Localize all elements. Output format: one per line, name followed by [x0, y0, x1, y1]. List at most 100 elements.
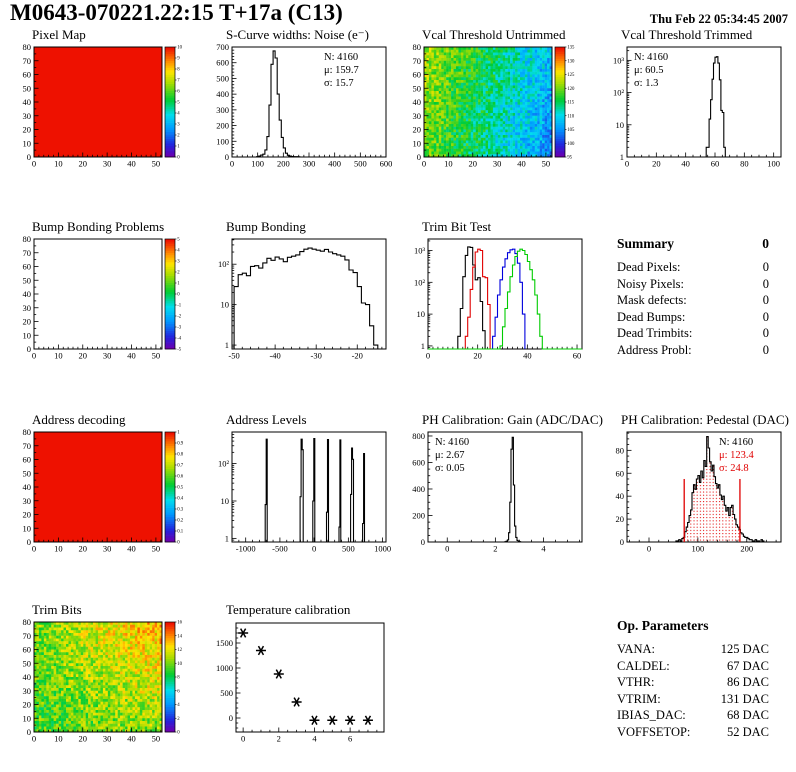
svg-text:60: 60 [616, 468, 625, 478]
svg-text:60: 60 [23, 70, 32, 80]
svg-text:40: 40 [517, 159, 526, 169]
svg-text:20: 20 [79, 544, 88, 554]
svg-text:70: 70 [23, 248, 32, 258]
summary-label: Mask defects: [617, 293, 687, 307]
svg-text:10: 10 [23, 523, 32, 533]
ph-gain-canvas: 0 2 4 0 200 400 600 800 N: 4160 μ: 2.67 σ: 0.05 [412, 431, 583, 554]
svg-text:60: 60 [711, 159, 720, 169]
svg-text:20: 20 [23, 510, 32, 520]
svg-text:60: 60 [413, 70, 422, 80]
op-value: 67 DAC [726, 658, 769, 673]
summary-value: 0 [762, 293, 769, 307]
plot-title-vcal-trimmed: Vcal Threshold Trimmed [621, 27, 753, 42]
svg-text:0: 0 [426, 351, 430, 361]
svg-text:0: 0 [27, 537, 31, 547]
svg-text:80: 80 [616, 445, 625, 455]
plot-title-vcal-untrimmed: Vcal Threshold Untrimmed [422, 27, 566, 42]
svg-text:0: 0 [177, 156, 180, 161]
svg-text:0.8: 0.8 [177, 453, 184, 458]
svg-text:-5: -5 [177, 348, 182, 353]
address-decoding-canvas: 0 10 20 30 40 50 0 10 20 30 40 50 60 70 80 0 0.1 0.2 0.3 0.… [23, 427, 184, 554]
svg-text:80: 80 [23, 427, 32, 437]
page-title: M0643-070221.22:15 T+17a (C13) [10, 0, 343, 25]
svg-text:80: 80 [740, 159, 749, 169]
svg-text:2: 2 [493, 544, 497, 554]
svg-text:40: 40 [23, 97, 32, 107]
summary-label: Address Probl: [617, 342, 692, 357]
svg-text:1: 1 [421, 341, 425, 351]
svg-text:40: 40 [127, 351, 136, 361]
op-row-ibias-dac: IBIAS_DAC: 68 DAC [617, 707, 769, 724]
svg-text:40: 40 [616, 491, 625, 501]
svg-text:30: 30 [23, 111, 32, 121]
report-timestamp: Thu Feb 22 05:34:45 2007 [649, 12, 788, 26]
svg-text:0: 0 [27, 152, 31, 162]
op-row-caldel: CALDEL: 67 DAC [617, 658, 769, 675]
svg-text:20: 20 [23, 125, 32, 135]
svg-text:μ: 2.67: μ: 2.67 [435, 450, 465, 461]
svg-text:1: 1 [177, 145, 180, 150]
svg-text:-20: -20 [352, 351, 363, 361]
svg-text:30: 30 [23, 303, 32, 313]
svg-text:σ: 24.8: σ: 24.8 [719, 463, 749, 474]
svg-text:200: 200 [277, 159, 290, 169]
svg-text:60: 60 [573, 351, 582, 361]
svg-text:105: 105 [567, 128, 575, 133]
svg-text:20: 20 [652, 159, 661, 169]
svg-text:σ: 1.3: σ: 1.3 [634, 78, 658, 89]
svg-text:300: 300 [216, 105, 229, 115]
svg-text:-30: -30 [311, 351, 322, 361]
svg-text:N: 4160: N: 4160 [435, 437, 469, 448]
summary-total: 0 [762, 236, 769, 251]
summary-label: Dead Trimbits: [617, 326, 693, 340]
svg-text:10: 10 [177, 46, 182, 51]
op-label: VTHR: [617, 675, 655, 689]
summary-row-dead-trimbits: Dead Trimbits: 0 [617, 325, 769, 342]
svg-text:μ: 60.5: μ: 60.5 [634, 65, 664, 76]
svg-text:200: 200 [412, 510, 425, 520]
svg-text:30: 30 [103, 544, 112, 554]
svg-text:10: 10 [23, 330, 32, 340]
svg-text:50: 50 [152, 351, 161, 361]
svg-text:95: 95 [567, 156, 572, 161]
op-value: 86 DAC [726, 675, 769, 689]
svg-text:30: 30 [493, 159, 502, 169]
plot-address-levels: Address Levels -1000 -500 0 500 1000 1 10 10² [202, 413, 394, 565]
plot-title-address-decoding: Address decoding [32, 412, 126, 427]
op-value: 131 DAC [720, 691, 769, 706]
svg-text:-1: -1 [177, 304, 182, 309]
svg-text:0: 0 [620, 537, 624, 547]
summary-value: 0 [762, 342, 769, 357]
svg-text:0: 0 [177, 293, 180, 298]
svg-text:300: 300 [303, 159, 316, 169]
svg-text:3: 3 [177, 123, 180, 128]
svg-text:10: 10 [413, 138, 422, 148]
svg-text:10: 10 [54, 351, 63, 361]
plot-title-pixel-map: Pixel Map [32, 27, 86, 42]
op-label: VOFFSETOP: [617, 724, 691, 739]
svg-text:50: 50 [23, 275, 32, 285]
svg-text:20: 20 [79, 351, 88, 361]
plot-ph-pedestal: PH Calibration: Pedestal (DAC) 0 100 200 0 2… [597, 413, 789, 565]
summary-title: Summary [617, 236, 674, 251]
svg-text:10²: 10² [414, 277, 426, 287]
scurve-noise-canvas: 0 100 200 300 400 500 600 0 100 200 300 400 500 600 70… [216, 42, 392, 169]
svg-text:70: 70 [23, 441, 32, 451]
pixel-map-canvas: 0 10 20 30 40 50 0 10 20 30 40 50 60 70 80 0 1 2 3 4 5 6 7 8 9 10 [23, 42, 183, 169]
svg-text:0.9: 0.9 [177, 442, 184, 447]
svg-text:30: 30 [103, 159, 112, 169]
svg-text:μ: 123.4: μ: 123.4 [719, 450, 755, 461]
svg-text:μ: 159.7: μ: 159.7 [324, 65, 359, 76]
svg-text:10: 10 [23, 138, 32, 148]
svg-text:10²: 10² [613, 88, 625, 98]
svg-text:40: 40 [23, 482, 32, 492]
plot-title-ph-gain: PH Calibration: Gain (ADC/DAC) [422, 412, 603, 427]
ph-pedestal-canvas: 0 100 200 0 20 40 60 80 N: 4160 μ: 123.4 σ: 24.8 [616, 431, 782, 554]
svg-text:-1000: -1000 [236, 544, 256, 554]
svg-text:1: 1 [177, 282, 180, 287]
bump-problems-canvas: 0 10 20 30 40 50 0 10 20 30 40 50 60 70 80 -5 -4 -3 -2 -1 0 1… [23, 234, 182, 361]
plot-address-decoding: Address decoding 0 10 20 30 40 50 0 10 20 30 40 50 6… [8, 413, 200, 565]
plot-trim-bit-test: Trim Bit Test 0 20 40 60 1 10 10² 10³ [398, 220, 590, 372]
svg-text:0: 0 [417, 152, 421, 162]
svg-text:0.4: 0.4 [177, 497, 184, 502]
